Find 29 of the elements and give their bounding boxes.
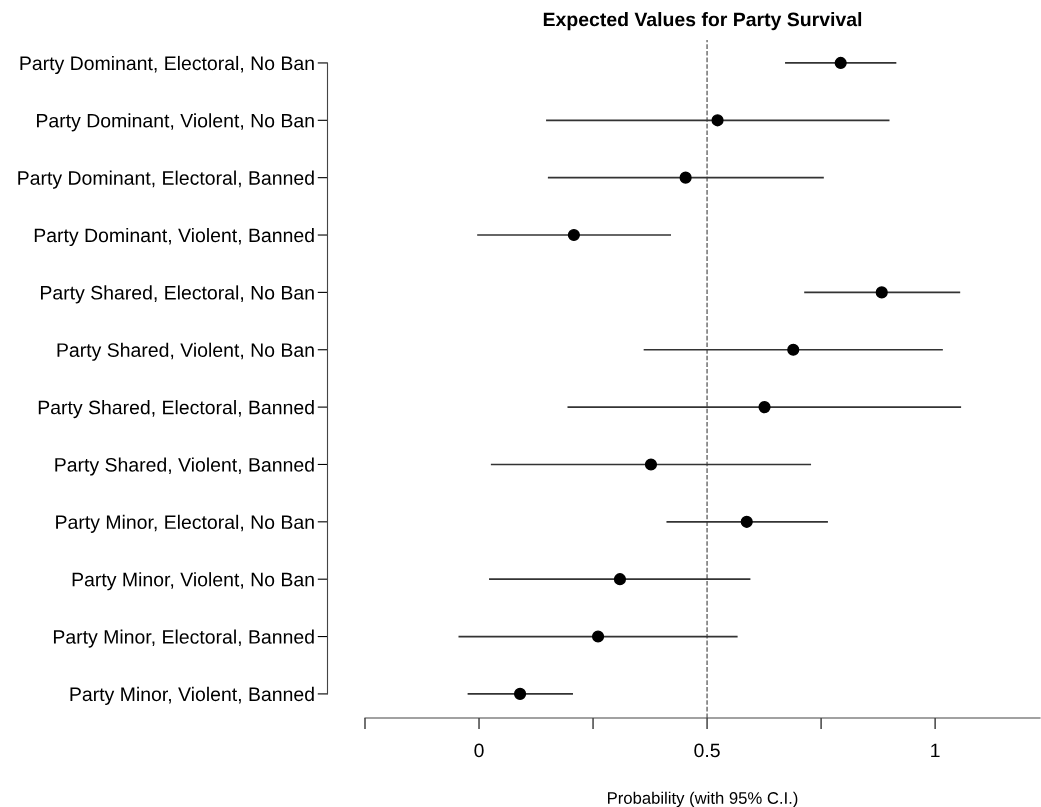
point — [740, 515, 753, 528]
x-tick-label: 1 — [931, 743, 940, 758]
x-tick-label: 0 — [474, 743, 484, 758]
point — [613, 573, 627, 586]
point — [591, 630, 605, 643]
point — [711, 114, 724, 127]
point — [875, 286, 888, 299]
y-tick-label: Party Dominant, Violent, No Ban — [37, 113, 314, 132]
point — [834, 56, 847, 70]
point — [513, 687, 527, 700]
point — [679, 171, 692, 184]
y-tick-label: Party Minor, Electoral, Banned — [53, 629, 314, 648]
point — [758, 401, 771, 414]
y-tick-label: Party Dominant, Electoral, No Ban — [20, 55, 314, 75]
point — [644, 458, 658, 471]
y-tick-label: Party Minor, Violent, No Ban — [72, 572, 314, 591]
y-tick-label: Party Shared, Electoral, Banned — [38, 400, 314, 419]
y-tick-label: Party Minor, Electoral, No Ban — [56, 514, 314, 533]
y-tick-label: Party Shared, Electoral, No Ban — [41, 285, 314, 304]
point — [787, 343, 800, 356]
y-tick-label: Party Dominant, Electoral, Banned — [18, 170, 314, 189]
x-axis-title: Probability (with 95% C.I.) — [608, 791, 798, 807]
point — [567, 228, 580, 242]
y-tick-label: Party Shared, Violent, Banned — [55, 457, 314, 476]
chart-title: Expected Values for Party Survival — [543, 12, 862, 31]
y-tick-label: Party Minor, Violent, Banned — [70, 686, 314, 705]
y-tick-label: Party Dominant, Violent, Banned — [34, 227, 314, 247]
y-tick-label: Party Shared, Violent, No Ban — [57, 342, 314, 361]
x-tick-label: 0.5 — [694, 743, 720, 758]
